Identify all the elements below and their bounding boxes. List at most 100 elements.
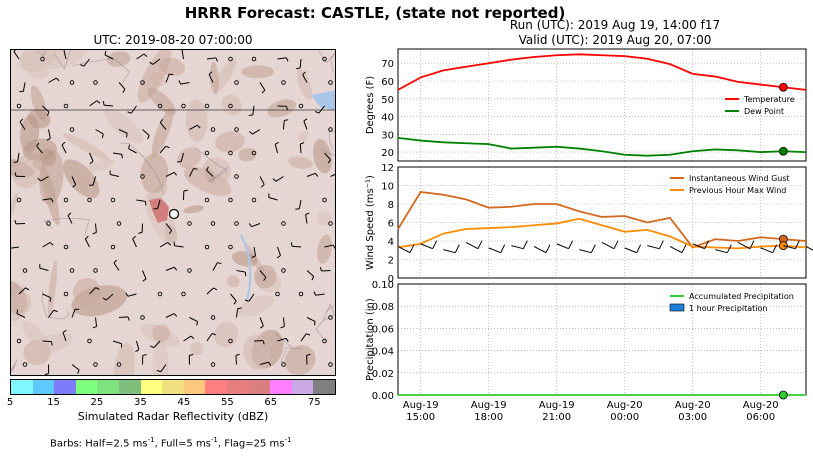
wind-barb xyxy=(17,152,20,162)
y-tick-label: 40 xyxy=(381,113,394,124)
wind-barb-feather xyxy=(183,189,188,192)
calm-wind-marker xyxy=(210,221,216,226)
calm-wind-marker xyxy=(251,150,257,156)
y-tick-label: 12 xyxy=(381,163,394,174)
plot-area xyxy=(398,284,806,395)
wind-barb xyxy=(302,74,308,83)
wind-barb-feather xyxy=(50,198,54,203)
wind-barb-feather xyxy=(173,313,178,317)
colorbar-swatch xyxy=(313,380,335,394)
wind-barb-feather xyxy=(85,235,89,240)
wind-barb xyxy=(303,120,308,130)
terrain-patch xyxy=(284,345,316,375)
wind-barb xyxy=(95,317,98,327)
wind-barb xyxy=(330,173,335,177)
wind-barb-feather xyxy=(327,159,331,164)
calm-wind-marker xyxy=(87,197,92,203)
wind-barb-feather xyxy=(704,240,710,249)
calm-wind-marker xyxy=(69,127,75,132)
wind-barb-feather xyxy=(13,50,16,52)
calm-wind-marker xyxy=(157,291,163,297)
wind-barb xyxy=(42,198,52,201)
terrain-ridge xyxy=(36,50,71,70)
wind-barb xyxy=(92,176,96,186)
wind-barb-feather xyxy=(315,173,319,177)
wind-barb xyxy=(16,313,26,318)
colorbar-swatch xyxy=(118,380,141,394)
x-tick-label: 15:00 xyxy=(406,412,435,423)
wind-barb-feather xyxy=(432,240,438,249)
wind-barb xyxy=(647,245,660,250)
terrain-patch xyxy=(87,159,115,172)
wind-barb-feather xyxy=(173,172,178,176)
calm-wind-marker xyxy=(40,56,45,62)
y-axis-label: Wind Speed (ms⁻¹) xyxy=(365,175,376,270)
series-line xyxy=(397,53,807,91)
wind-barb xyxy=(95,223,97,233)
x-tick-label: Aug-20 xyxy=(743,400,779,411)
calm-wind-marker xyxy=(328,315,333,320)
reflectivity-echo xyxy=(149,198,169,223)
wind-barb-feather xyxy=(274,141,279,145)
wind-barb-feather xyxy=(636,244,642,253)
wind-barb-feather xyxy=(159,118,164,123)
x-tick-label: Aug-20 xyxy=(675,400,711,411)
wind-barb-feather xyxy=(135,349,140,353)
plot-frame xyxy=(397,48,807,162)
figure-title: HRRR Forecast: CASTLE, (state not report… xyxy=(184,4,566,22)
terrain-patch xyxy=(73,278,101,306)
wind-barb-feather xyxy=(167,242,171,246)
terrain-patch xyxy=(190,342,204,356)
wind-barb xyxy=(465,241,479,250)
wind-barb-feather xyxy=(189,353,194,356)
wind-barb-feather xyxy=(102,101,105,106)
series-line xyxy=(397,217,807,250)
wind-barb xyxy=(183,335,192,342)
wind-barb-feather xyxy=(56,77,60,82)
calm-wind-marker xyxy=(322,197,327,203)
wind-barb xyxy=(42,242,51,248)
y-tick-label: 6 xyxy=(388,219,394,230)
wind-barb-feather xyxy=(613,240,619,249)
wind-barb-feather xyxy=(19,118,24,123)
wind-barb xyxy=(189,124,198,130)
terrain-patch xyxy=(152,337,169,375)
terrain-patch xyxy=(232,251,258,267)
terrain-patch xyxy=(288,156,313,169)
wind-barb-feather xyxy=(500,244,506,253)
wind-barb xyxy=(89,152,94,162)
calm-wind-marker xyxy=(204,197,210,203)
x-tick-label: 00:00 xyxy=(610,412,639,423)
wind-barb xyxy=(136,199,146,202)
wind-barb xyxy=(230,293,237,302)
calm-wind-marker xyxy=(281,221,286,226)
wind-barb-feather xyxy=(138,232,143,234)
calm-wind-marker xyxy=(181,291,186,297)
wind-barb-feather xyxy=(726,244,732,253)
colorbar-tick-label: 75 xyxy=(307,397,321,408)
y-tick-label: 0.06 xyxy=(372,324,394,335)
y-tick-label: 20 xyxy=(381,148,394,159)
legend-label: 1 hour Precipitation xyxy=(689,304,768,313)
wind-barb xyxy=(165,223,173,231)
wind-barb-feather xyxy=(150,345,155,349)
terrain-patch xyxy=(238,147,257,162)
wind-barb xyxy=(206,169,214,177)
wind-barb xyxy=(40,176,49,182)
wind-barb-feather xyxy=(268,361,272,366)
legend-swatch xyxy=(669,303,685,312)
wind-barb xyxy=(181,50,184,60)
wind-barb-feather xyxy=(217,262,222,265)
terrain-patch xyxy=(267,99,297,118)
colorbar-tick-label: 45 xyxy=(177,397,191,408)
wind-barb xyxy=(165,171,175,177)
calm-wind-marker xyxy=(281,80,286,85)
wind-barb xyxy=(67,215,73,224)
calm-wind-marker xyxy=(110,197,116,203)
calm-wind-marker xyxy=(63,291,69,297)
terrain-patch xyxy=(39,50,92,70)
calm-wind-marker xyxy=(204,244,210,250)
calm-wind-marker xyxy=(16,338,22,344)
x-tick-label: 06:00 xyxy=(746,412,775,423)
wind-barb xyxy=(39,267,49,271)
